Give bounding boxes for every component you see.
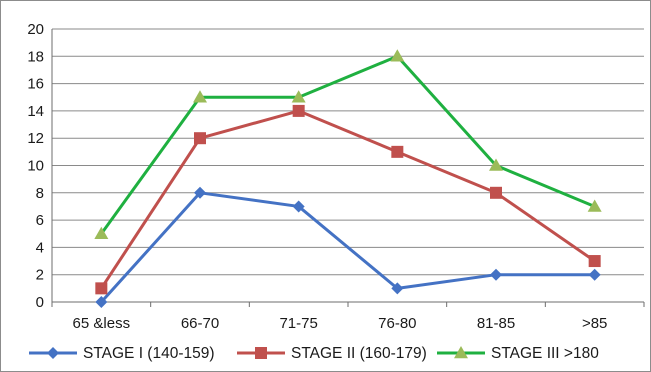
- data-point: [291, 90, 306, 103]
- y-tick-label: 14: [27, 103, 44, 120]
- legend-item-3: STAGE III >180: [437, 345, 599, 362]
- legend-marker: [454, 346, 468, 359]
- y-tick-label: 6: [36, 212, 44, 229]
- data-point: [588, 268, 601, 281]
- legend-item-1: STAGE I (140-159): [29, 345, 215, 362]
- data-point: [490, 268, 502, 281]
- series-2: [95, 104, 601, 295]
- x-tick-label: 66-70: [181, 315, 219, 332]
- y-tick-label: 12: [27, 130, 44, 147]
- data-point: [94, 226, 109, 239]
- data-point: [292, 104, 305, 117]
- series-line: [100, 54, 596, 235]
- series-1: [95, 186, 601, 308]
- series-3: [94, 49, 602, 239]
- x-tick-label: 71-75: [279, 315, 317, 332]
- series-line: [100, 109, 596, 290]
- y-tick-label: 4: [36, 239, 44, 256]
- data-point: [193, 90, 207, 103]
- legend-label: STAGE II (160-179): [291, 345, 427, 362]
- y-tick-label: 16: [27, 76, 44, 93]
- y-tick-label: 0: [36, 294, 44, 311]
- legend-marker: [255, 347, 267, 359]
- x-tick-label: 81-85: [477, 315, 515, 332]
- x-tick-label: >85: [582, 315, 607, 332]
- x-tick-label: 76-80: [378, 315, 416, 332]
- legend-label: STAGE I (140-159): [83, 345, 215, 362]
- data-point: [587, 199, 602, 212]
- axes: [51, 29, 645, 307]
- data-point: [292, 200, 305, 213]
- legend-item-2: STAGE II (160-179): [237, 345, 427, 362]
- legend: STAGE I (140-159) STAGE II (160-179) STAGE…: [29, 345, 599, 362]
- data-point: [490, 186, 502, 199]
- legend-label: STAGE III >180: [491, 345, 599, 362]
- y-tick-label: 10: [27, 158, 44, 175]
- series-group: [94, 49, 602, 308]
- data-point: [391, 145, 404, 158]
- y-tick-label: 18: [27, 48, 44, 65]
- data-point: [95, 282, 108, 295]
- x-tick-label: 65 &less: [73, 315, 131, 332]
- y-axis-ticks: 0 2 4 6 8 10 12 14 16 18 20: [27, 21, 44, 311]
- data-point: [95, 296, 108, 308]
- data-point: [194, 132, 206, 145]
- data-point: [194, 186, 206, 199]
- data-point: [391, 282, 404, 295]
- legend-marker: [47, 347, 59, 359]
- x-axis-ticks: 65 &less 66-70 71-75 76-80 81-85 >85: [73, 315, 608, 332]
- gridlines: [52, 28, 644, 276]
- data-point: [489, 158, 503, 171]
- y-tick-label: 2: [36, 267, 44, 284]
- series-line: [100, 191, 595, 304]
- y-tick-label: 8: [36, 185, 44, 202]
- data-point: [390, 49, 405, 62]
- data-point: [588, 255, 601, 268]
- y-tick-label: 20: [27, 21, 44, 38]
